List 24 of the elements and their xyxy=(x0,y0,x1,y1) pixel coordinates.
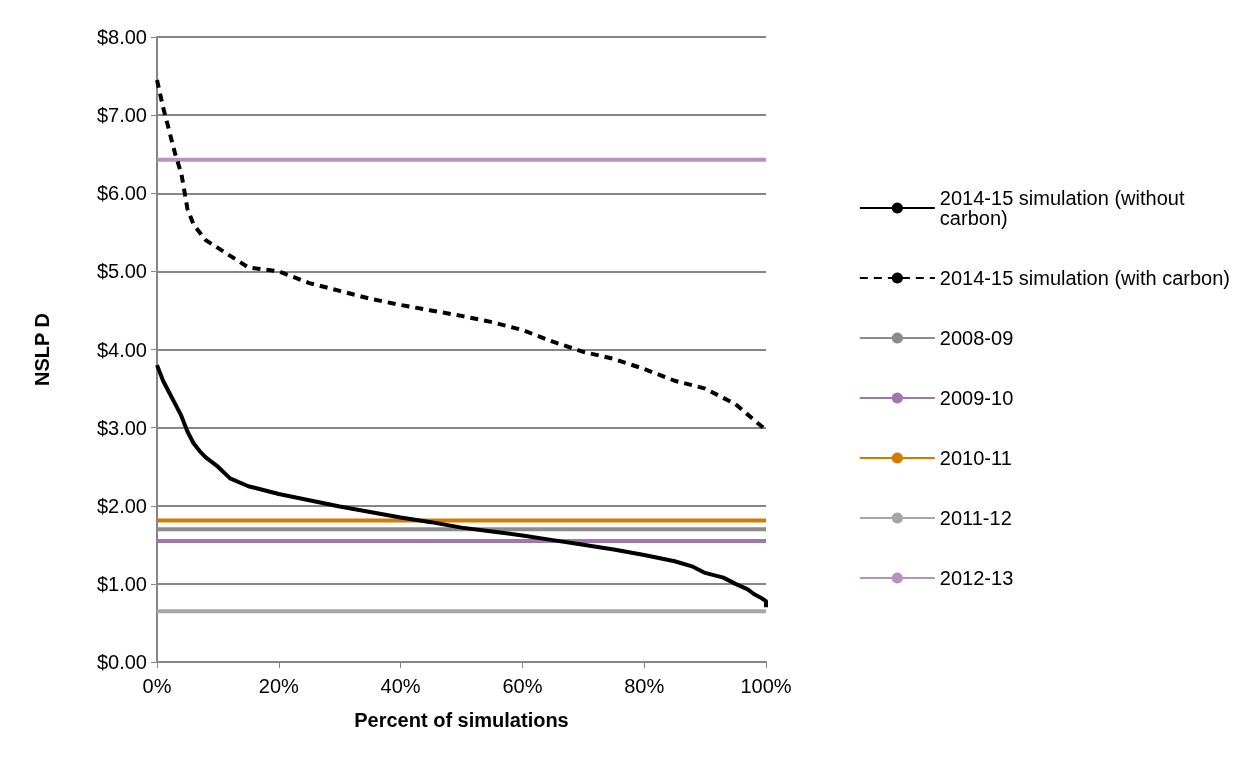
y-tick-label: $5.00 xyxy=(96,260,147,283)
legend-label: 2010-11 xyxy=(939,447,1012,469)
x-tick-label: 40% xyxy=(380,675,421,697)
x-tick-label: 100% xyxy=(740,675,792,697)
y-tick-label: $8.00 xyxy=(96,26,147,48)
legend-label: 2011-12 xyxy=(939,507,1012,529)
y-axis-title: NSLP D xyxy=(31,313,53,386)
y-tick-label: $0.00 xyxy=(96,651,147,673)
legend-label: 2009-10 xyxy=(939,387,1014,409)
x-axis-title: Percent of simulations xyxy=(354,709,569,731)
y-tick-label: $1.00 xyxy=(96,572,147,595)
x-tick-label: 80% xyxy=(624,675,665,697)
legend-label: 2014-15 simulation (without carbon) xyxy=(939,187,1190,229)
legend-label: 2014-15 simulation (with carbon) xyxy=(939,267,1231,289)
x-tick-label: 20% xyxy=(258,675,300,697)
y-tick-label: $7.00 xyxy=(96,104,147,127)
legend-label: 2012-13 xyxy=(939,567,1014,589)
x-tick-label: 0% xyxy=(142,675,172,697)
y-tick-label: $6.00 xyxy=(96,182,147,205)
y-tick-label: $4.00 xyxy=(96,338,147,361)
y-tick-label: $3.00 xyxy=(96,416,147,439)
y-tick-label: $2.00 xyxy=(96,494,147,517)
legend-label: 2008-09 xyxy=(939,327,1014,349)
x-tick-label: 60% xyxy=(502,675,543,697)
